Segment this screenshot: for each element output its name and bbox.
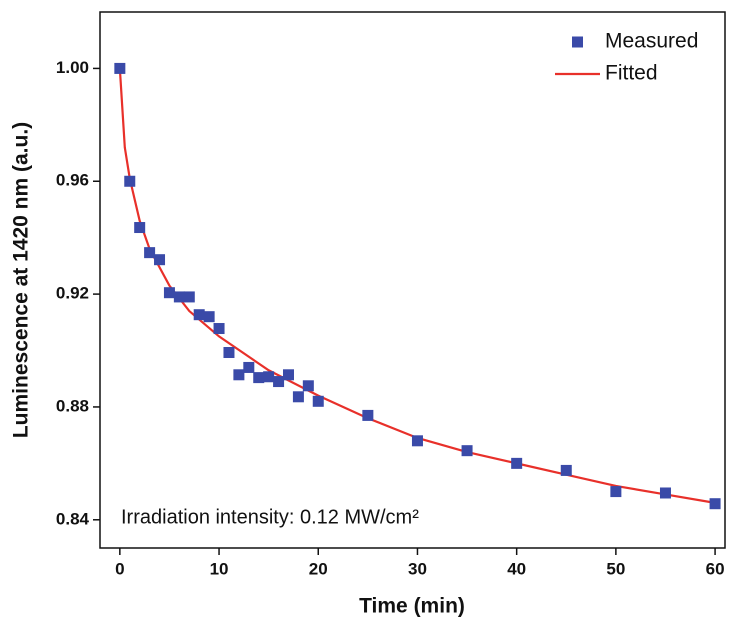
x-tick-label: 0 — [115, 559, 124, 578]
point — [203, 311, 215, 323]
y-tick-label: 0.96 — [56, 171, 89, 190]
y-tick-label: 0.84 — [56, 509, 90, 528]
point — [282, 369, 294, 381]
point — [411, 435, 423, 447]
point — [511, 457, 523, 469]
y-tick-label: 1.00 — [56, 58, 89, 77]
point — [253, 372, 265, 384]
point — [124, 175, 136, 187]
legend-label: Fitted — [605, 62, 658, 85]
x-axis-title: Time (min) — [359, 595, 465, 618]
point — [183, 291, 195, 303]
point — [659, 487, 671, 499]
point — [292, 391, 304, 403]
point — [263, 371, 275, 383]
point — [243, 361, 255, 373]
point — [560, 464, 572, 476]
fit-line — [118, 68, 716, 504]
annotation: Irradiation intensity: 0.12 MW/cm² — [121, 506, 419, 528]
x-tick-label: 10 — [210, 559, 229, 578]
x-tick-label: 50 — [606, 559, 625, 578]
x-tick-label: 20 — [309, 559, 328, 578]
point — [114, 62, 126, 74]
point — [163, 287, 175, 299]
y-axis-title: Luminescence at 1420 nm (a.u.) — [10, 122, 33, 438]
point — [302, 380, 314, 392]
point — [223, 347, 235, 359]
point — [610, 486, 622, 498]
x-tick-label: 40 — [507, 559, 526, 578]
point — [154, 254, 166, 266]
point — [173, 291, 185, 303]
point — [144, 247, 156, 259]
legend-marker — [572, 36, 583, 48]
point — [312, 395, 324, 407]
legend-label: Measured — [605, 30, 698, 53]
point — [461, 445, 473, 457]
x-tick-label: 60 — [706, 559, 725, 578]
point — [273, 376, 285, 388]
x-tick-label: 30 — [408, 559, 427, 578]
point — [709, 498, 721, 510]
plot-frame — [99, 11, 726, 549]
y-tick-label: 0.92 — [56, 284, 89, 303]
point — [134, 222, 146, 234]
point — [213, 323, 225, 335]
point — [193, 309, 205, 321]
y-tick-label: 0.88 — [56, 396, 89, 415]
point — [362, 409, 374, 421]
point — [233, 369, 245, 381]
